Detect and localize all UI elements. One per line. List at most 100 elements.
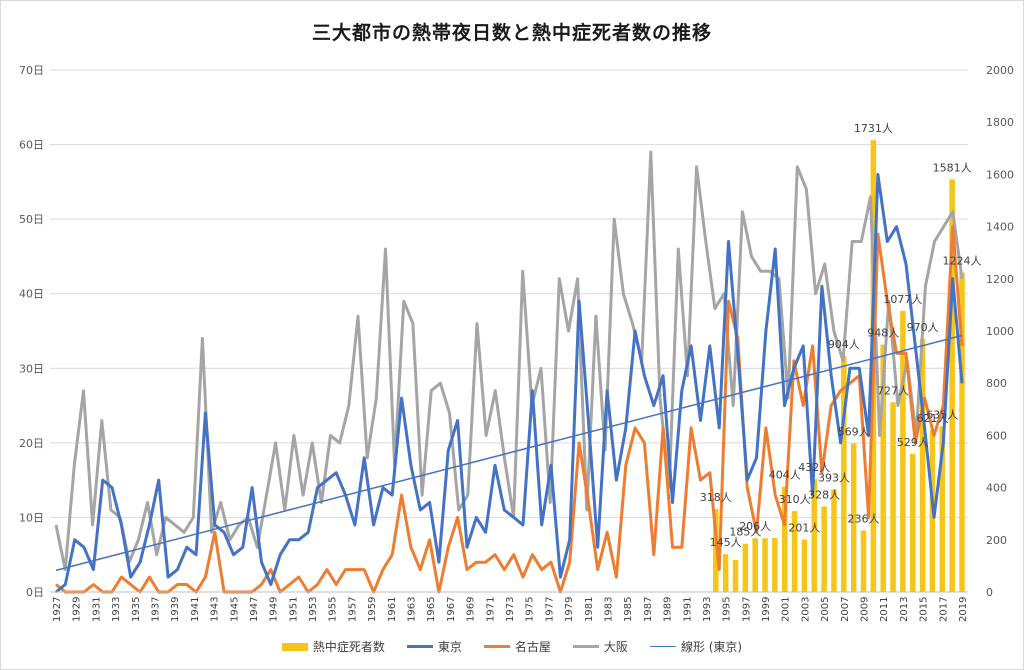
x-tick-label: 1983 xyxy=(603,597,614,622)
y-left-tick-label: 30日 xyxy=(19,362,44,375)
x-tick-label: 1997 xyxy=(741,597,752,622)
y-right-tick-label: 1200 xyxy=(986,273,1014,286)
x-tick-label: 1961 xyxy=(387,597,398,622)
bar xyxy=(801,539,808,592)
x-tick-label: 1959 xyxy=(367,597,378,622)
bar-data-label: 1224人 xyxy=(943,255,982,268)
x-tick-label: 1977 xyxy=(544,597,555,622)
x-tick-label: 1945 xyxy=(229,597,240,622)
bar xyxy=(742,543,749,592)
x-tick-label: 1941 xyxy=(190,597,201,622)
series-line-tokyo xyxy=(55,172,964,594)
x-tick-label: 2017 xyxy=(938,597,949,622)
x-tick-label: 1963 xyxy=(407,597,418,622)
bar-data-label: 318人 xyxy=(700,491,732,504)
y-left-tick-label: 20日 xyxy=(19,437,44,450)
bar-data-label: 970人 xyxy=(907,321,939,334)
x-tick-label: 1991 xyxy=(682,597,693,622)
bar xyxy=(959,272,965,592)
bar-data-label: 328人 xyxy=(808,488,840,501)
x-tick-label: 1975 xyxy=(525,597,536,622)
y-right-tick-label: 1000 xyxy=(986,325,1014,338)
x-tick-label: 1989 xyxy=(663,597,674,622)
x-tick-label: 1953 xyxy=(308,597,319,622)
legend-item-trend: 線形 (東京) xyxy=(649,638,743,655)
x-tick-label: 1995 xyxy=(722,597,733,622)
legend-item-osaka: 大阪 xyxy=(572,638,628,655)
y-right-tick-label: 200 xyxy=(986,534,1007,547)
x-tick-label: 1957 xyxy=(347,597,358,622)
bar-data-label: 621人 xyxy=(916,412,948,425)
y-right-tick-label: 1800 xyxy=(986,116,1014,129)
bar xyxy=(841,356,847,592)
y-left-tick-label: 10日 xyxy=(19,511,44,524)
legend-item-bars: 熱中症死者数 xyxy=(281,638,385,655)
x-tick-label: 1999 xyxy=(761,597,772,622)
line-series xyxy=(54,150,964,594)
x-tick-label: 1967 xyxy=(446,597,457,622)
bar-data-label: 569人 xyxy=(838,425,870,438)
legend: 熱中症死者数 東京 名古屋 大阪 線形 (東京) xyxy=(0,638,1024,655)
y-left-tick-label: 0日 xyxy=(26,586,44,599)
bar xyxy=(791,511,798,592)
x-tick-label: 2013 xyxy=(899,597,910,622)
x-tick-label: 2001 xyxy=(781,597,792,622)
y-right-tick-label: 400 xyxy=(986,482,1007,495)
y-right-tick-label: 600 xyxy=(986,429,1007,442)
x-tick-label: 1933 xyxy=(111,597,122,622)
legend-label-nagoya: 名古屋 xyxy=(514,640,551,654)
y-right-tick-label: 1400 xyxy=(986,221,1014,234)
y-left-tick-label: 60日 xyxy=(19,139,44,152)
legend-swatch-osaka xyxy=(572,645,599,648)
series-line-nagoya xyxy=(55,225,964,594)
bar xyxy=(821,506,827,592)
bar xyxy=(890,402,896,592)
x-tick-label: 1993 xyxy=(702,597,713,622)
x-tick-label: 1955 xyxy=(328,597,339,622)
y-left-tick-label: 50日 xyxy=(19,213,44,226)
bar-data-label: 206人 xyxy=(739,520,771,533)
legend-label-trend: 線形 (東京) xyxy=(680,640,743,654)
legend-swatch-tokyo xyxy=(406,645,433,648)
bar xyxy=(850,443,857,592)
y-left-tick-label: 70日 xyxy=(19,64,44,77)
axes: 0日 10日 20日 30日 40日 50日 60日 70日 0 200 400 600 800 1000… xyxy=(19,64,1014,622)
bar-data-label: 1731人 xyxy=(854,122,893,135)
bar-data-label: 145人 xyxy=(710,536,742,549)
bar-data-label: 432人 xyxy=(798,461,830,474)
bar xyxy=(762,538,768,592)
y-right-tick-label: 1600 xyxy=(986,168,1014,181)
bar xyxy=(752,538,758,592)
bar xyxy=(781,486,788,592)
legend-item-tokyo: 東京 xyxy=(406,638,462,655)
y-right-tick-label: 0 xyxy=(986,586,993,599)
x-tick-label: 1937 xyxy=(150,597,161,622)
legend-label-bars: 熱中症死者数 xyxy=(312,640,385,654)
legend-label-osaka: 大阪 xyxy=(603,640,628,654)
x-tick-label: 1931 xyxy=(91,597,102,622)
bar-data-label: 404人 xyxy=(769,469,801,482)
bar-data-label: 1581人 xyxy=(933,161,972,174)
bar-data-label: 310人 xyxy=(779,493,811,506)
x-tick-label: 1979 xyxy=(564,597,575,622)
legend-swatch-nagoya xyxy=(483,645,510,648)
chart-title: 三大都市の熱帯夜日数と熱中症死者数の推移 xyxy=(311,22,712,44)
bar xyxy=(939,426,946,592)
x-tick-label: 1973 xyxy=(505,597,516,622)
bar xyxy=(772,537,778,592)
bar xyxy=(919,338,926,592)
legend-swatch-bars xyxy=(281,642,308,651)
legend-item-nagoya: 名古屋 xyxy=(483,638,551,655)
bar xyxy=(900,310,906,592)
bar-data-label: 236人 xyxy=(848,512,880,525)
y-left-tick-label: 40日 xyxy=(19,288,44,301)
bar xyxy=(949,179,955,592)
bar-data-label: 635人 xyxy=(926,408,958,421)
bar xyxy=(811,479,818,592)
x-tick-label: 1943 xyxy=(210,597,221,622)
x-tick-label: 1929 xyxy=(72,597,83,622)
legend-label-tokyo: 東京 xyxy=(437,640,462,654)
bar xyxy=(732,559,739,592)
